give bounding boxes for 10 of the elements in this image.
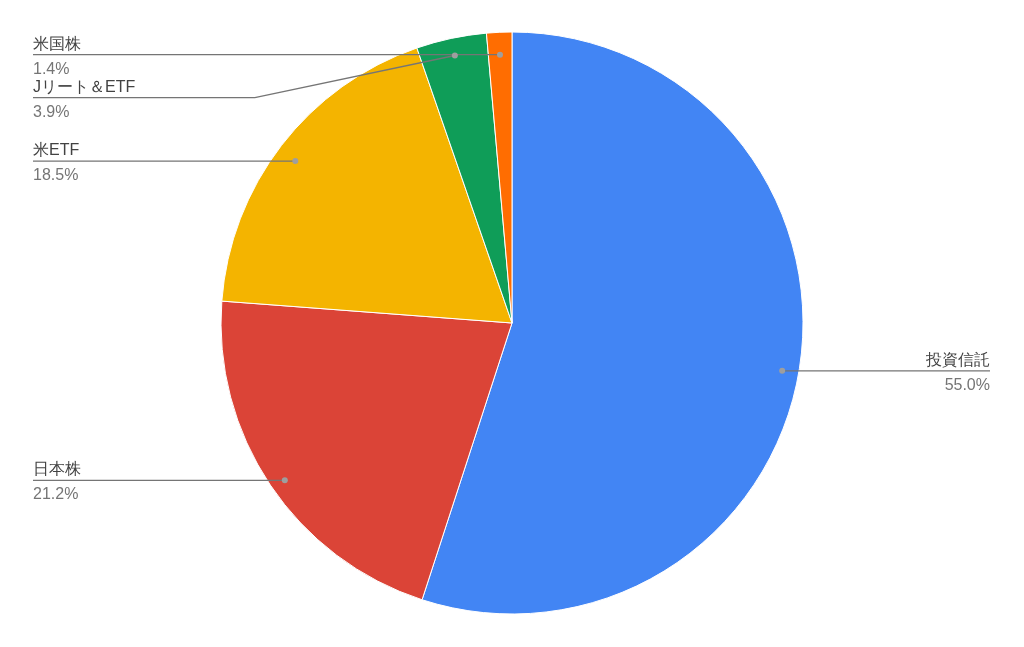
data-label: 55.0% bbox=[944, 375, 990, 393]
slice-label: Jリート＆ETF bbox=[33, 77, 136, 95]
data-label: 3.9% bbox=[33, 102, 70, 120]
data-label: 18.5% bbox=[33, 166, 79, 184]
data-label: 21.2% bbox=[33, 485, 79, 503]
data-label: 1.4% bbox=[33, 59, 70, 77]
slice-label: 米ETF bbox=[33, 141, 80, 159]
slice-label: 投資信託 bbox=[925, 350, 990, 368]
slice-label: 日本株 bbox=[33, 460, 81, 478]
slice-label: 米国株 bbox=[33, 34, 81, 52]
